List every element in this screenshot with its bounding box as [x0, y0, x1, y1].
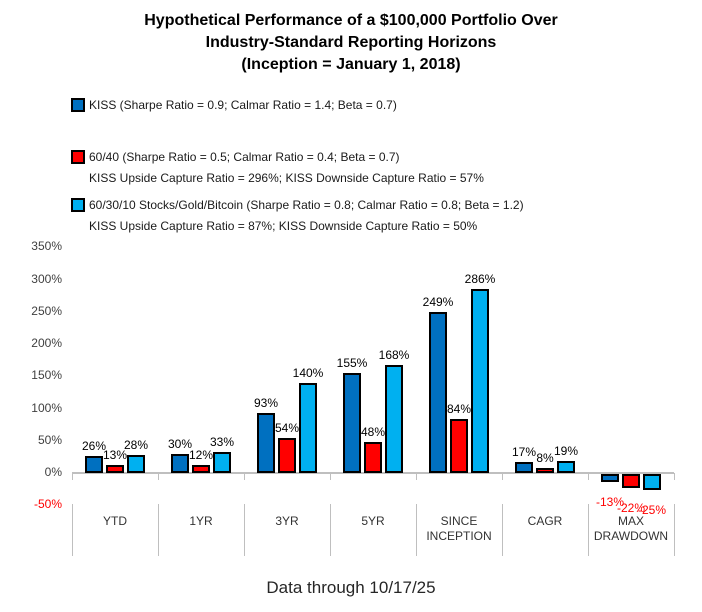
y-axis-label: -50% [33, 497, 62, 512]
bar-value-label: -22% [616, 501, 645, 515]
y-axis-label: 250% [31, 303, 62, 318]
legend-entry: 60/40 (Sharpe Ratio = 0.5; Calmar Ratio … [71, 149, 524, 165]
legend-subline: KISS Upside Capture Ratio = 296%; KISS D… [89, 171, 484, 185]
legend-swatch-icon [71, 198, 85, 212]
bar-60-30-10-stocks-gold-bitcoin [643, 474, 661, 490]
category-separator [244, 504, 245, 556]
bar-chart: 350% 300% 250% 200% 150% 100% 50% 0% -50% 26% 30% 9… [0, 239, 702, 570]
y-axis-label: 200% [31, 336, 62, 350]
legend-item: 60/30/10 Stocks/Gold/Bitcoin (Sharpe Rat… [71, 197, 524, 234]
bar-kiss [429, 312, 447, 473]
bar-value-label: 54% [274, 421, 300, 435]
bar-value-label: 33% [209, 435, 235, 449]
category-separator [502, 504, 503, 556]
axis-tick-mark [330, 473, 331, 480]
bar-kiss [171, 454, 189, 473]
bar-value-label: 48% [360, 425, 386, 439]
legend-label: KISS (Sharpe Ratio = 0.9; Calmar Ratio =… [89, 98, 397, 112]
legend-swatch-icon [71, 98, 85, 112]
y-axis-label: 50% [37, 432, 62, 447]
legend-item: KISS (Sharpe Ratio = 0.9; Calmar Ratio =… [71, 97, 524, 113]
category-label: MAX DRAWDOWN [593, 514, 669, 543]
axis-tick-mark [674, 473, 675, 480]
bar-value-label: 84% [446, 402, 472, 416]
bar-value-label: 12% [188, 448, 214, 462]
legend-subline: KISS Upside Capture Ratio = 87%; KISS Do… [89, 219, 478, 233]
category-label: 5YR [361, 514, 385, 528]
bar-value-label: 30% [167, 437, 193, 451]
bar-value-label: 28% [123, 438, 149, 452]
bar-kiss [515, 462, 533, 473]
bar-kiss [601, 474, 619, 482]
legend: KISS (Sharpe Ratio = 0.9; Calmar Ratio =… [71, 97, 524, 234]
category-separator [416, 504, 417, 556]
bar-60-40 [364, 442, 382, 473]
category-label: 1YR [189, 514, 213, 528]
axis-tick-mark [244, 473, 245, 480]
y-axis-label: 350% [31, 239, 62, 254]
legend-label: 60/40 (Sharpe Ratio = 0.5; Calmar Ratio … [89, 150, 400, 164]
category-separator [330, 504, 331, 556]
bar-60-30-10-stocks-gold-bitcoin [557, 461, 575, 473]
legend-item: 60/40 (Sharpe Ratio = 0.5; Calmar Ratio … [71, 149, 524, 186]
axis-tick-mark [588, 473, 589, 480]
y-axis-label: 300% [31, 271, 62, 286]
bar-value-label: 13% [102, 448, 128, 462]
bar-value-label: 93% [253, 396, 279, 410]
bar-60-40 [278, 438, 296, 473]
bar-value-label: 19% [553, 444, 579, 458]
bar-kiss [257, 413, 275, 473]
category-label: YTD [103, 514, 127, 528]
bar-value-label: 17% [511, 445, 537, 459]
category-separator [588, 504, 589, 556]
bar-value-label: 26% [81, 439, 107, 453]
legend-label: 60/30/10 Stocks/Gold/Bitcoin (Sharpe Rat… [89, 198, 524, 212]
bar-60-30-10-stocks-gold-bitcoin [127, 455, 145, 473]
bar-60-40 [106, 465, 124, 473]
y-axis-label: 100% [31, 400, 62, 415]
bar-60-30-10-stocks-gold-bitcoin [385, 365, 403, 473]
bar-60-30-10-stocks-gold-bitcoin [299, 383, 317, 473]
bar-value-label: -25% [637, 503, 666, 517]
category-label: CAGR [527, 514, 563, 528]
y-axis-label: 0% [44, 465, 62, 479]
axis-tick-mark [158, 473, 159, 480]
chart-title: Hypothetical Performance of a $100,000 P… [144, 12, 558, 73]
bar-60-30-10-stocks-gold-bitcoin [471, 289, 489, 473]
bar-value-label: 155% [336, 356, 368, 370]
category-separator [72, 504, 73, 556]
x-axis-line [72, 472, 674, 474]
axis-tick-mark [416, 473, 417, 480]
bar-value-label: 286% [464, 272, 496, 286]
legend-entry: KISS (Sharpe Ratio = 0.9; Calmar Ratio =… [71, 97, 524, 113]
bar-kiss [85, 456, 103, 473]
legend-swatch-icon [71, 150, 85, 164]
bar-value-label: 8% [536, 451, 554, 465]
bar-60-40 [536, 468, 554, 473]
y-axis-label: 150% [31, 368, 62, 383]
bar-value-label: 168% [378, 348, 410, 362]
bar-value-label: -13% [595, 495, 624, 509]
bar-60-40 [192, 465, 210, 473]
category-separator [674, 504, 675, 556]
bar-60-40 [450, 419, 468, 473]
axis-tick-mark [72, 473, 73, 480]
bar-value-label: 140% [292, 366, 324, 380]
footer-note: Data through 10/17/25 [266, 578, 436, 597]
bar-kiss [343, 373, 361, 473]
bar-value-label: 249% [422, 295, 454, 309]
axis-tick-mark [502, 473, 503, 480]
legend-entry: 60/30/10 Stocks/Gold/Bitcoin (Sharpe Rat… [71, 197, 524, 213]
category-separator [158, 504, 159, 556]
bar-60-30-10-stocks-gold-bitcoin [213, 452, 231, 473]
category-label: SINCE INCEPTION [426, 514, 492, 543]
bar-60-40 [622, 474, 640, 488]
category-label: 3YR [275, 514, 299, 528]
